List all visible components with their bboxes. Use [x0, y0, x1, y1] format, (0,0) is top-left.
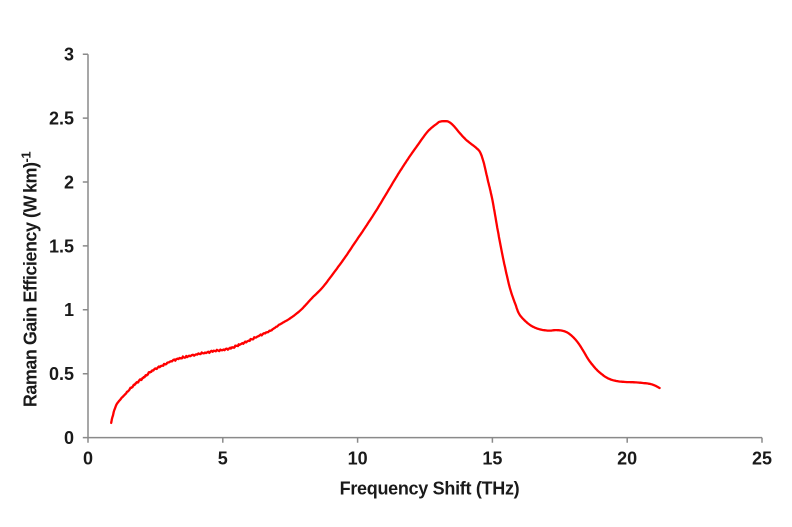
- svg-text:5: 5: [218, 449, 228, 469]
- svg-text:20: 20: [617, 449, 637, 469]
- svg-text:0: 0: [83, 449, 93, 469]
- svg-text:1.5: 1.5: [49, 236, 74, 256]
- svg-text:0.5: 0.5: [49, 364, 74, 384]
- svg-text:Frequency Shift (THz): Frequency Shift (THz): [340, 479, 520, 499]
- svg-text:2.5: 2.5: [49, 109, 74, 129]
- svg-text:15: 15: [482, 449, 502, 469]
- svg-text:10: 10: [348, 449, 368, 469]
- svg-text:Raman Gain Efficiency (W km)-1: Raman Gain Efficiency (W km)-1: [19, 152, 41, 408]
- svg-text:2: 2: [64, 172, 74, 192]
- svg-text:0: 0: [64, 428, 74, 448]
- svg-text:3: 3: [64, 45, 74, 65]
- svg-text:25: 25: [752, 449, 772, 469]
- svg-text:1: 1: [64, 300, 74, 320]
